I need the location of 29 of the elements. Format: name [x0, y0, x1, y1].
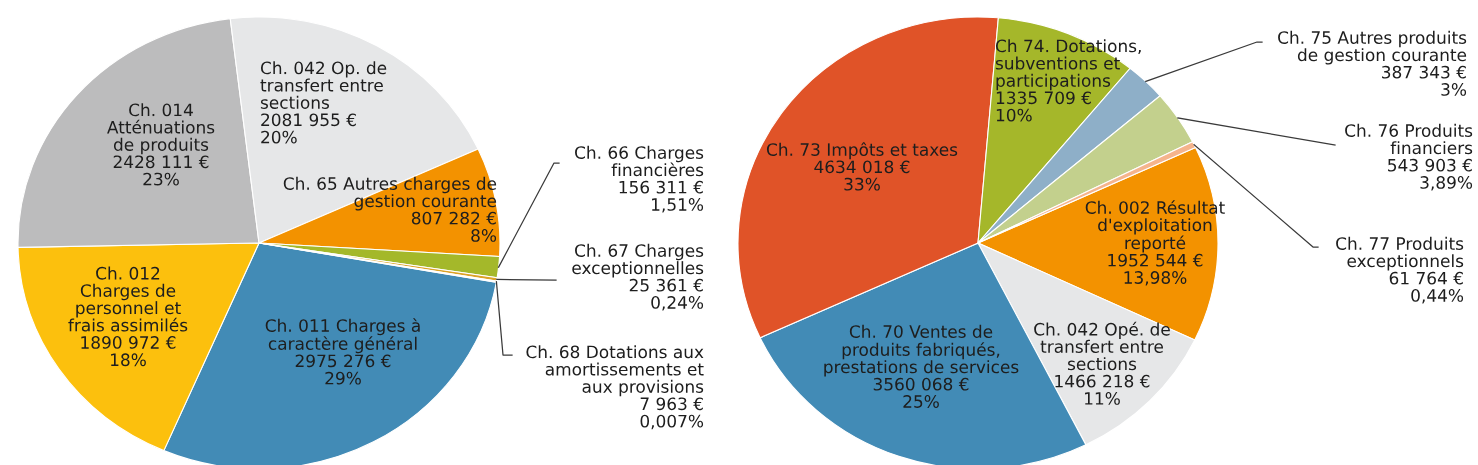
data-label: 156 311 € 1,51% — [619, 180, 704, 213]
data-label: 2975 276 € 29% — [295, 354, 391, 385]
slice-label: Ch. 67 Charges exceptionnelles — [572, 243, 704, 278]
data-label: 1466 218 € 11% — [1055, 374, 1150, 405]
data-label: 1890 972 € 18% — [81, 336, 176, 367]
slice-label: Ch. 042 Op. de transfert entre sections — [260, 61, 387, 109]
data-label: 543 903 € 3,89% — [1388, 158, 1473, 191]
data-label: 7 963 € 0,007% — [640, 397, 704, 430]
slice-label: Ch. 73 Impôts et taxes — [766, 142, 958, 160]
data-label: 25 361 € 0,24% — [629, 278, 704, 311]
slice-label: Ch. 014 Atténuations de produits — [107, 103, 215, 155]
slice-label: Ch. 75 Autres produits de gestion courante — [1278, 30, 1467, 65]
slice-label: Ch. 012 Charges de personnel et frais assimilés — [68, 266, 188, 332]
slice-label: Ch. 77 Produits exceptionnels — [1336, 236, 1464, 271]
slice-label: Ch. 68 Dotations aux amortissements et aux provisions — [526, 345, 704, 397]
data-label: 3560 068 € 25% — [873, 377, 969, 408]
slice-label: Ch. 76 Produits financiers — [1345, 123, 1473, 155]
data-label: 4634 018 € 33% — [814, 160, 910, 191]
data-label: 61 764 € 0,44% — [1389, 271, 1464, 304]
slice-label: Ch. 66 Charges financières — [575, 145, 704, 177]
data-label: 807 282 € 8% — [411, 211, 497, 242]
data-label: 1952 544 € 13,98% — [1108, 253, 1203, 286]
slice-label: Ch. 70 Ventes de produits fabriqués, prestations de services — [824, 324, 1019, 377]
data-label: 2428 111 € 23% — [113, 155, 209, 186]
data-label: 387 343 € 3% — [1382, 65, 1467, 96]
slice-label: Ch. 042 Opé. de transfert entre sections — [1034, 321, 1170, 371]
slice-label: Ch. 011 Charges à caractère général — [265, 318, 420, 354]
data-label: 1335 709 € 10% — [996, 91, 1091, 122]
data-label: 2081 955 € 20% — [261, 113, 356, 144]
